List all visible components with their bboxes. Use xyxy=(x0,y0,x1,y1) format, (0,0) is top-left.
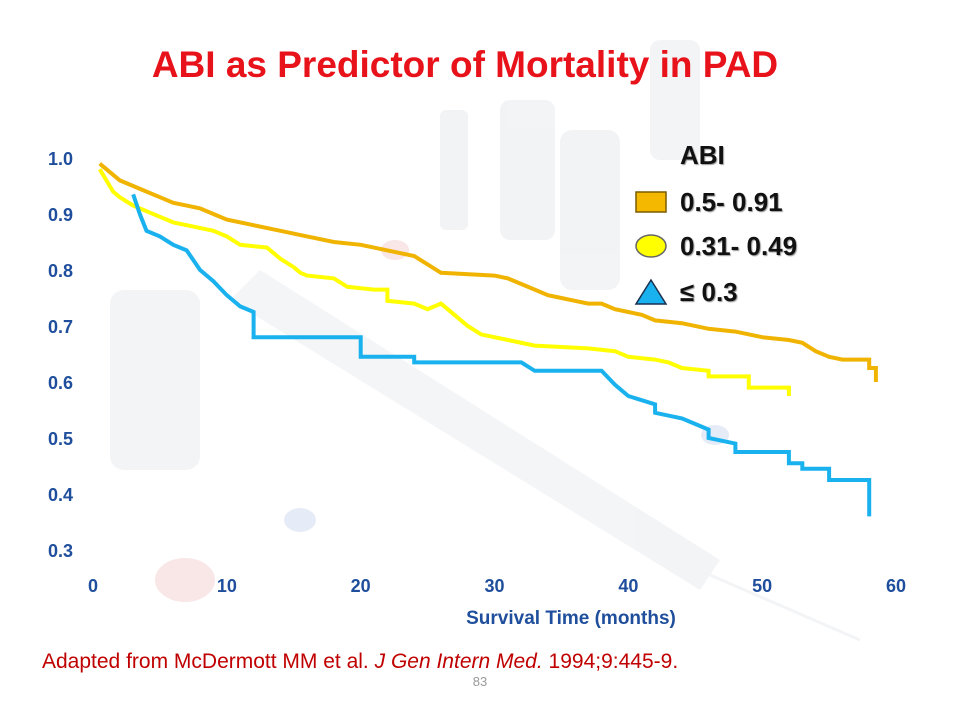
citation-suffix: 1994;9:445-9. xyxy=(542,650,679,673)
legend-label: 0.31- 0.49 xyxy=(680,230,798,261)
bg-vial xyxy=(500,100,555,240)
square-marker-icon xyxy=(635,191,667,213)
triangle-marker-icon xyxy=(634,278,668,305)
bg-needle xyxy=(709,573,861,642)
y-tick-label: 0.9 xyxy=(48,205,73,225)
series-line-2 xyxy=(97,168,791,396)
legend-title: ABI xyxy=(680,140,725,170)
y-tick-label: 0.5 xyxy=(48,429,73,449)
x-axis: 0 10 20 30 40 50 60 xyxy=(88,576,906,596)
x-tick-label: 60 xyxy=(886,576,906,596)
legend-item-0.5-0.91: 0.5- 0.91 xyxy=(634,186,783,218)
bg-pill xyxy=(284,508,316,532)
x-tick-label: 50 xyxy=(752,576,772,596)
x-tick-label: 10 xyxy=(217,576,237,596)
y-tick-label: 0.6 xyxy=(48,373,73,393)
x-tick-label: 30 xyxy=(484,576,504,596)
x-tick-label: 40 xyxy=(618,576,638,596)
bg-vial xyxy=(650,40,700,160)
bg-capsule xyxy=(155,558,215,602)
slide-title: ABI as Predictor of Mortality in PAD xyxy=(151,44,779,85)
y-tick-label: 0.7 xyxy=(48,317,73,337)
citation-prefix: Adapted from McDermott MM et al. xyxy=(42,650,375,673)
y-tick-label: 1.0 xyxy=(48,149,73,169)
legend-label: ≤ 0.3 xyxy=(680,276,738,307)
bg-vial xyxy=(440,110,468,230)
series-line-1 xyxy=(98,162,878,382)
bg-vial xyxy=(560,130,620,290)
series-group xyxy=(97,162,878,517)
citation-journal: J Gen Intern Med. xyxy=(374,650,543,673)
bg-vial xyxy=(110,290,200,470)
series-line-3 xyxy=(131,193,872,517)
page-number: 83 xyxy=(472,674,488,689)
x-tick-label: 0 xyxy=(88,576,98,596)
y-tick-label: 0.8 xyxy=(48,261,73,281)
circle-marker-icon xyxy=(635,234,667,258)
y-tick-label: 0.3 xyxy=(48,541,73,561)
legend-item-le-0.3: ≤ 0.3 xyxy=(634,276,738,308)
citation: Adapted from McDermott MM et al. J Gen I… xyxy=(42,650,678,674)
x-tick-label: 20 xyxy=(351,576,371,596)
bg-syringe xyxy=(230,270,720,590)
y-tick-label: 0.4 xyxy=(48,485,73,505)
y-axis: 1.0 0.9 0.8 0.7 0.6 0.5 0.4 0.3 xyxy=(48,149,73,561)
legend-item-0.31-0.49: 0.31- 0.49 xyxy=(634,230,797,262)
legend-label: 0.5- 0.91 xyxy=(680,186,783,217)
x-axis-label: Survival Time (months) xyxy=(466,608,676,629)
